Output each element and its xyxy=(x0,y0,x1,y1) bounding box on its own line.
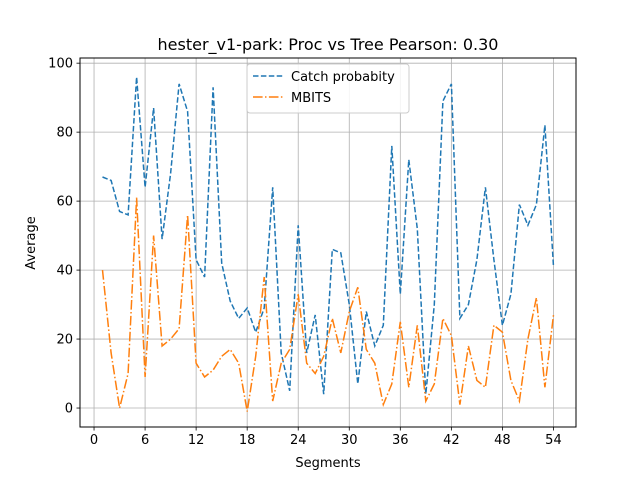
y-tick-label: 60 xyxy=(56,195,73,210)
y-tick-label: 20 xyxy=(56,333,73,348)
y-tick-label: 0 xyxy=(65,402,73,417)
x-tick-label: 6 xyxy=(141,433,149,448)
plot-frame xyxy=(79,57,577,428)
x-tick-label: 12 xyxy=(188,433,205,448)
y-tick-label: 40 xyxy=(56,264,73,279)
series-lines xyxy=(101,76,555,412)
x-tick-label: 48 xyxy=(494,433,511,448)
x-tick-label: 0 xyxy=(90,433,98,448)
legend-box xyxy=(246,63,410,114)
x-tick-label: 18 xyxy=(239,433,256,448)
y-axis-label: Average xyxy=(24,216,39,269)
chart-title: hester_v1-park: Proc vs Tree Pearson: 0.… xyxy=(158,35,499,55)
x-axis-label: Segments xyxy=(295,456,361,471)
legend-label-catch-probabity: Catch probabity xyxy=(291,70,395,85)
grid xyxy=(80,58,576,427)
y-tick-label: 80 xyxy=(56,126,73,141)
x-tick-label: 36 xyxy=(392,433,409,448)
legend-label-mbits: MBITS xyxy=(291,91,331,106)
series-line-mbits xyxy=(101,197,555,412)
legend: Catch probabity MBITS xyxy=(246,63,410,114)
series-line-catch-probabity xyxy=(102,76,555,395)
x-tick-label: 30 xyxy=(341,433,358,448)
x-tick-label: 42 xyxy=(443,433,460,448)
x-tick-label: 54 xyxy=(545,433,562,448)
y-tick-label: 100 xyxy=(48,57,73,72)
x-tick-label: 24 xyxy=(290,433,307,448)
axis-ticks: 0 6 12 18 24 30 36 42 48 54 0 20 40 60 80 100 xyxy=(48,57,562,448)
